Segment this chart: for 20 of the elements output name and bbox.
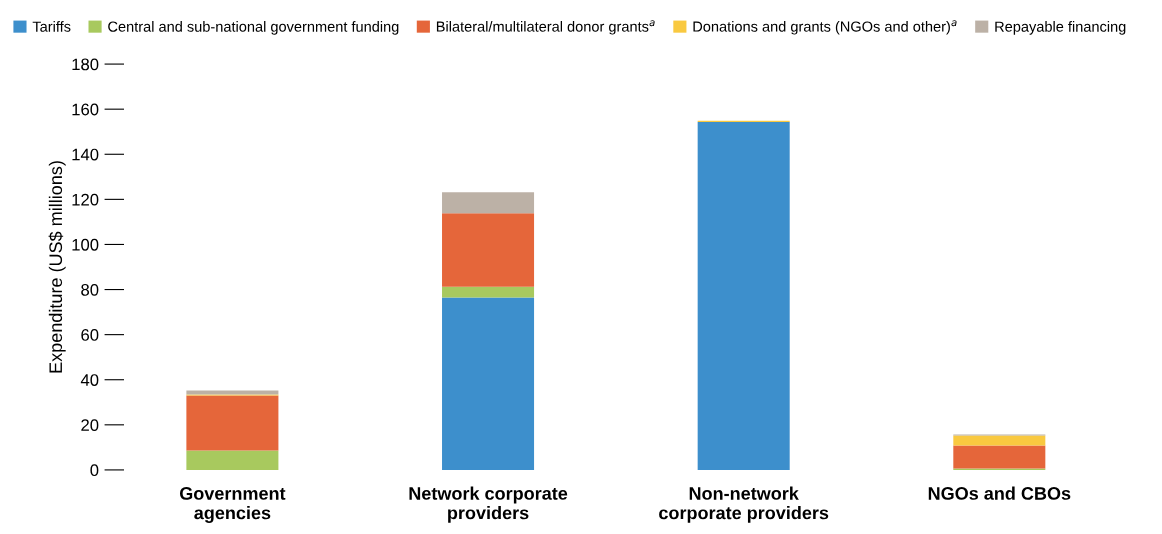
y-tick-label: 100	[72, 238, 99, 251]
y-tick-label: 160	[72, 103, 99, 116]
y-tick-label: 180	[72, 58, 99, 71]
y-tick-label: 0	[90, 464, 99, 477]
x-tick-label: Network corporate providers	[409, 486, 568, 523]
y-tick-label: 140	[72, 148, 99, 161]
x-tick-label: Government agencies	[179, 487, 286, 523]
y-tick-label: 120	[72, 193, 99, 206]
legend-label: Repayable financing	[995, 21, 1126, 35]
y-tick-label: 20	[81, 419, 99, 432]
legend-label: Donations and grants (NGOs and other)$^{a}$	[693, 20, 957, 35]
legend-label: Bilateral/multilateral donor grants$^{a}$	[436, 20, 655, 35]
y-tick-label: 80	[81, 283, 99, 296]
y-tick-label: 40	[80, 374, 99, 386]
x-tick-label: Non-network corporate providers	[659, 486, 829, 523]
y-tick-label: 60	[81, 329, 99, 341]
x-tick-label: NGOs and CBOs	[928, 486, 1071, 500]
y-axis-title: Expenditure (US$ millions)	[48, 161, 66, 373]
legend-label: Tariffs	[32, 21, 71, 32]
legend-label: Central and sub-national government funding	[108, 21, 399, 35]
